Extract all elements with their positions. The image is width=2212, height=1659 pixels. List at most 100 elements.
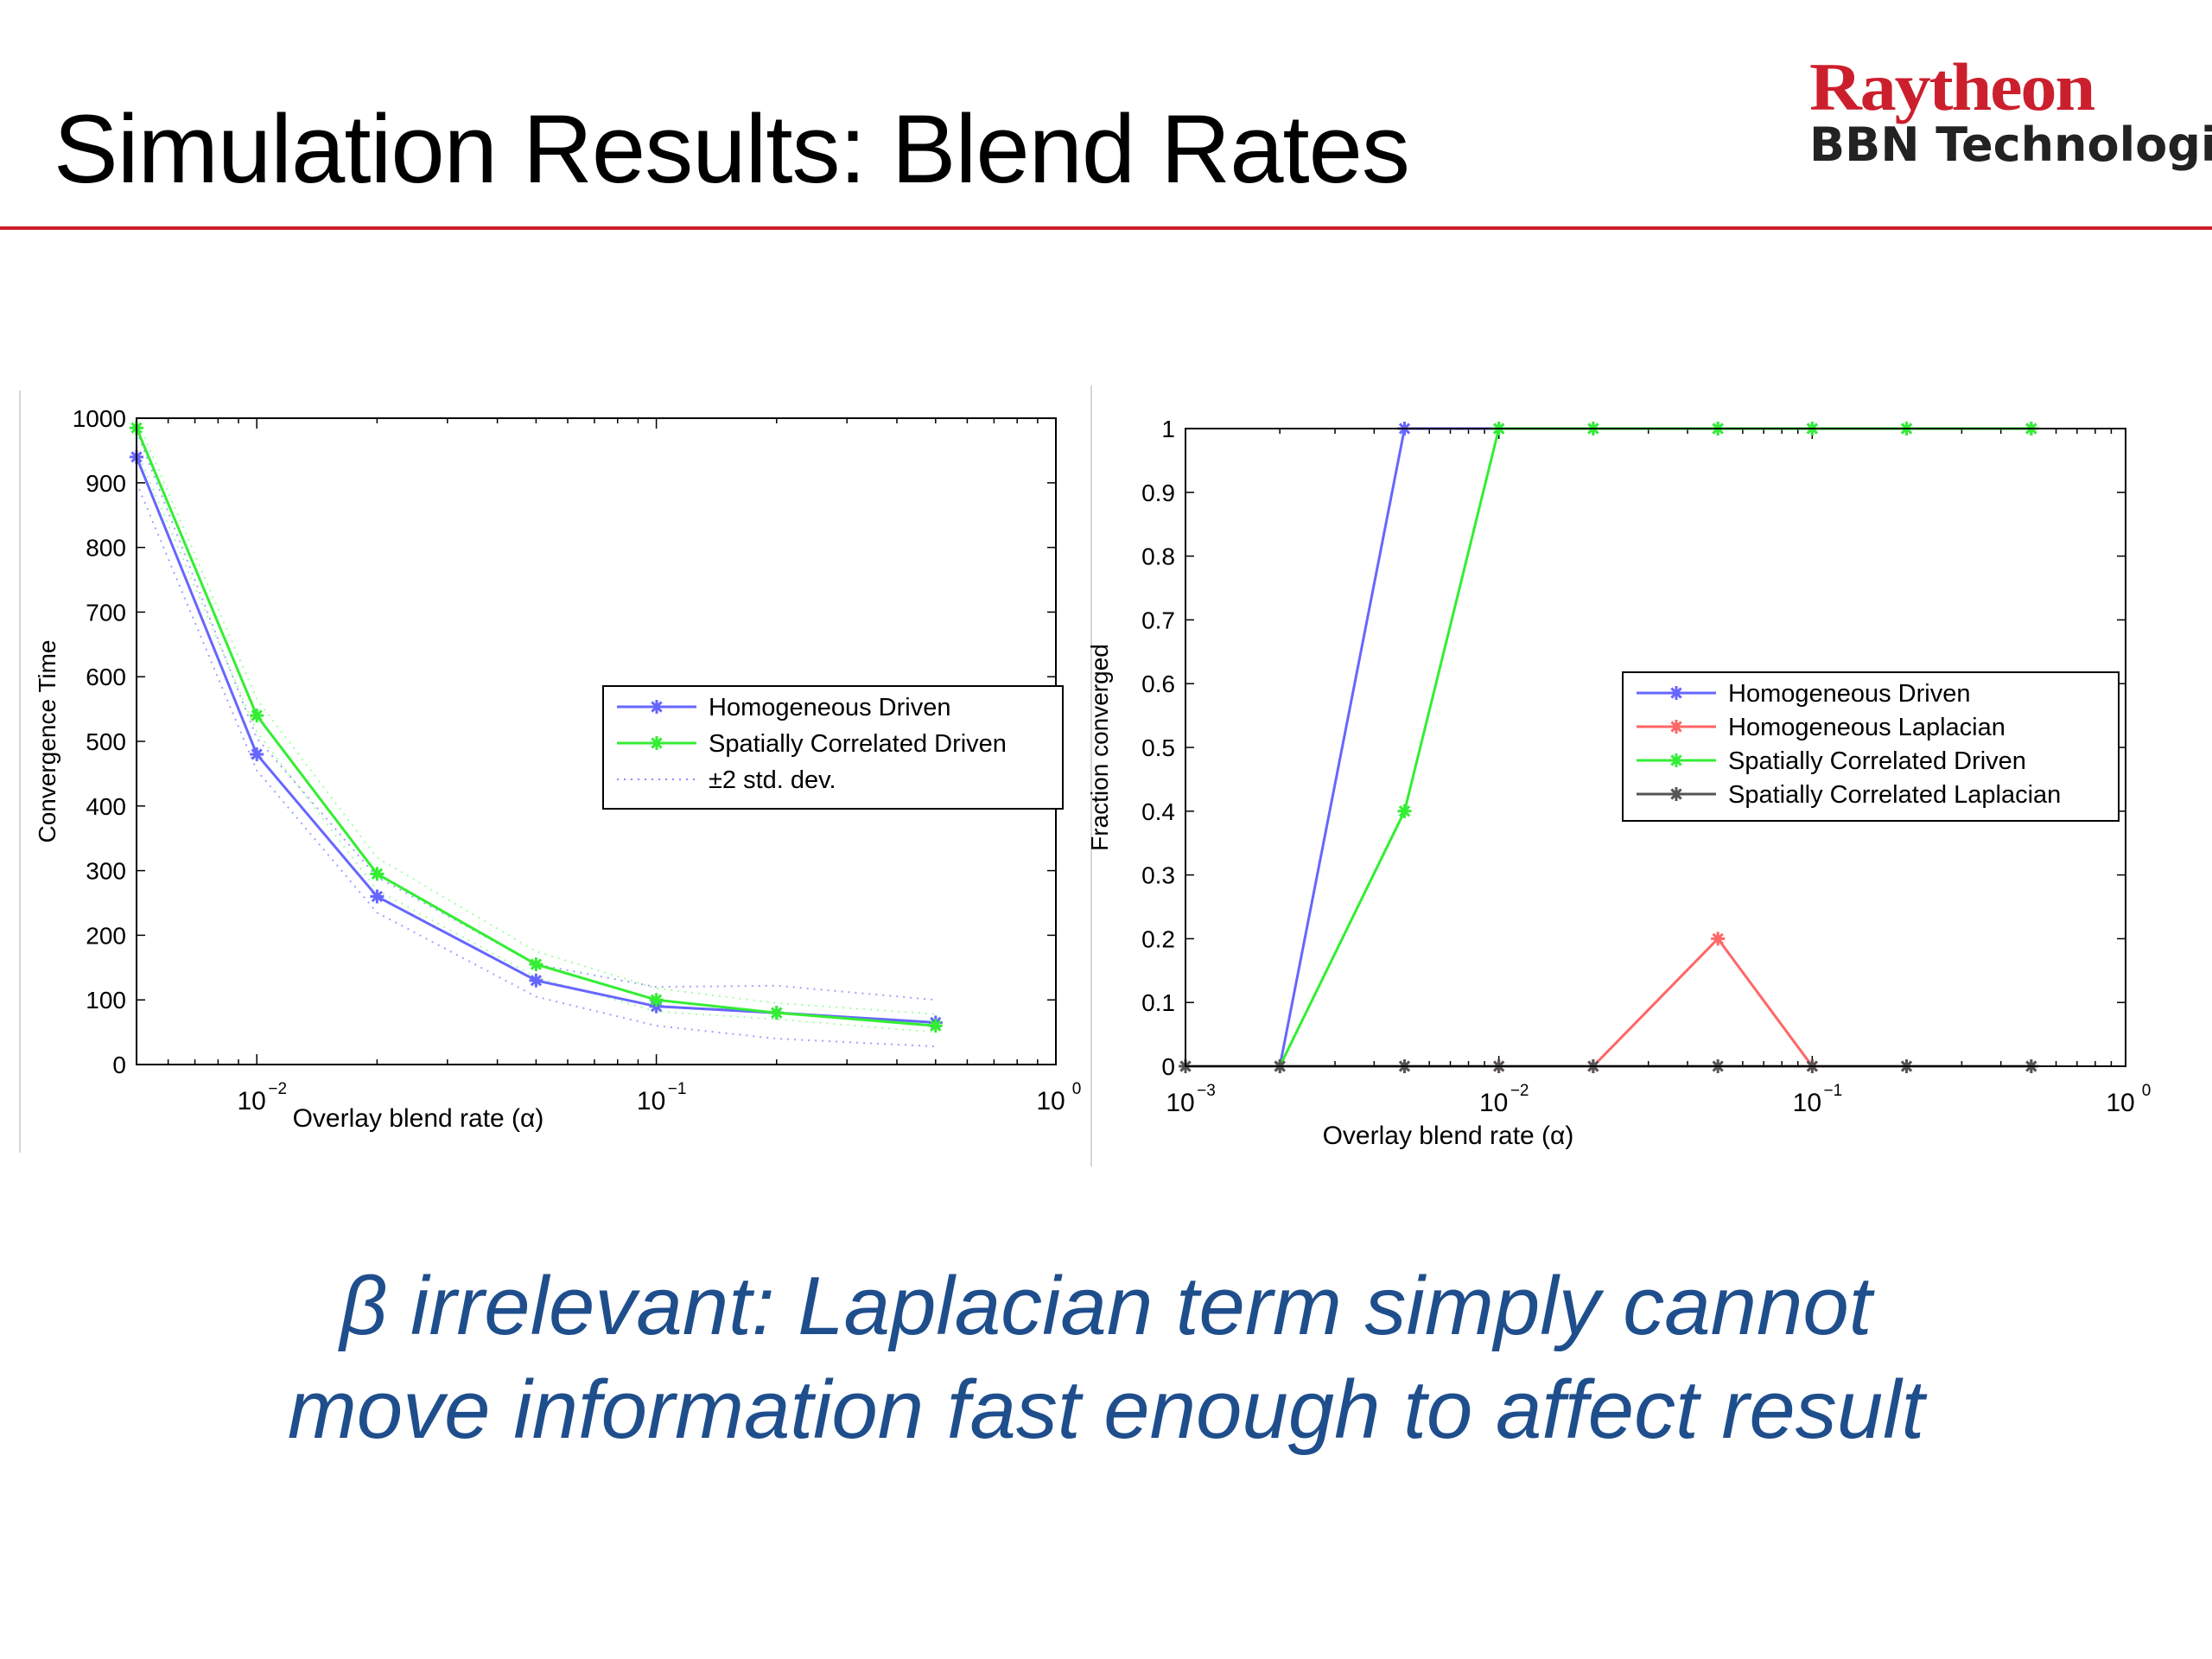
- std-dev-band: [136, 417, 936, 1015]
- data-point-homogeneous-driven-stroke: [251, 748, 263, 760]
- legend-marker: [1669, 753, 1683, 767]
- y-tick-label: 0.9: [1141, 480, 1175, 506]
- data-point-homogeneous-laplacian: [1711, 931, 1726, 946]
- y-tick-label: 900: [86, 470, 126, 497]
- data-point-homogeneous-driven: [529, 973, 543, 988]
- x-tick-label: 10: [238, 1087, 266, 1116]
- x-tick-label: 10: [1793, 1089, 1821, 1117]
- data-point-homogeneous-driven: [370, 889, 385, 904]
- legend-label-homogeneous-driven: Homogeneous Driven: [709, 694, 950, 721]
- legend-label-homogeneous-driven: Homogeneous Driven: [1728, 680, 1970, 708]
- data-point-homogeneous-driven-stroke: [530, 975, 543, 987]
- y-axis-label: Fraction converged: [1090, 644, 1113, 851]
- slide-title: Simulation Results: Blend Rates: [54, 95, 1410, 203]
- series-homogeneous-laplacian: [1179, 931, 2038, 1073]
- data-point-spatially-correlated-driven: [649, 993, 664, 1007]
- data-point-spatially-correlated-driven: [250, 709, 264, 723]
- legend-label-2-std-dev: ±2 std. dev.: [709, 766, 836, 794]
- x-axis-label: Overlay blend rate (α): [1323, 1122, 1574, 1150]
- data-point-homogeneous-driven: [250, 747, 264, 761]
- legend-marker: [650, 736, 664, 750]
- data-point-spatially-correlated-driven-stroke: [930, 1020, 942, 1032]
- y-tick-label: 500: [86, 728, 126, 755]
- y-tick-label: 0: [112, 1052, 126, 1078]
- y-tick-label: 0.4: [1141, 798, 1175, 825]
- data-point-spatially-correlated-driven-stroke: [251, 709, 263, 721]
- caption-line-2: move information fast enough to affect r…: [287, 1363, 1925, 1456]
- logo-raytheon-text: Raytheon: [1809, 49, 2095, 124]
- data-point-spatially-correlated-driven: [928, 1019, 943, 1033]
- legend-box: [1622, 671, 2120, 822]
- legend: Homogeneous Driven Homogeneous Laplacian S…: [1622, 671, 2120, 822]
- data-point-spatially-correlated-driven: [1397, 804, 1412, 818]
- y-tick-label: 0.8: [1141, 543, 1175, 570]
- y-tick-label: 0.5: [1141, 734, 1175, 761]
- y-tick-label: 300: [86, 858, 126, 885]
- x-tick-exponent: −3: [1197, 1082, 1216, 1100]
- legend-marker-stroke: [651, 737, 663, 749]
- figure-left-edge: [19, 391, 21, 1153]
- y-tick-label: 1: [1161, 416, 1175, 442]
- x-tick-label: 10: [2106, 1089, 2134, 1117]
- legend-marker-stroke: [1670, 721, 1682, 733]
- slide-caption: β irrelevant: Laplacian term simply cann…: [0, 1255, 2212, 1462]
- y-tick-label: 800: [86, 535, 126, 562]
- x-axis-label: Overlay blend rate (α): [293, 1104, 544, 1133]
- title-divider: [0, 226, 2212, 230]
- x-tick-exponent: −2: [268, 1080, 287, 1098]
- legend-label-spatially-correlated-laplacian: Spatially Correlated Laplacian: [1728, 781, 2061, 809]
- data-point-homogeneous-driven-stroke: [371, 890, 384, 903]
- x-tick-label: 10: [1036, 1087, 1065, 1116]
- legend: Homogeneous Driven Spatially Correlated D…: [602, 685, 1064, 810]
- data-point-spatially-correlated-driven: [769, 1006, 784, 1020]
- y-tick-label: 200: [86, 922, 126, 949]
- data-point-spatially-correlated-driven-stroke: [771, 1007, 783, 1019]
- y-tick-label: 1000: [73, 405, 126, 432]
- logo-bbn-text: BBN Technologies: [1809, 118, 2212, 172]
- x-tick-exponent: −1: [1823, 1082, 1842, 1100]
- x-tick-label: 10: [1166, 1089, 1194, 1117]
- y-tick-label: 0: [1161, 1053, 1175, 1080]
- legend-marker: [1669, 686, 1683, 700]
- raytheon-bbn-logo: Raytheon BBN Technologies: [1797, 48, 2212, 187]
- data-point-homogeneous-laplacian-stroke: [1712, 932, 1724, 945]
- legend-marker-stroke: [651, 701, 663, 713]
- x-tick-exponent: −2: [1510, 1082, 1529, 1100]
- y-tick-label: 0.6: [1141, 671, 1175, 697]
- data-point-spatially-correlated-driven: [370, 867, 385, 881]
- legend-marker: [1669, 720, 1683, 734]
- y-tick-label: 600: [86, 664, 126, 690]
- legend-marker-stroke: [1670, 788, 1682, 800]
- std-dev-band: [136, 482, 936, 1048]
- x-tick-exponent: 0: [1072, 1080, 1082, 1098]
- legend-label-spatially-correlated-driven: Spatially Correlated Driven: [709, 730, 1007, 758]
- legend-marker-stroke: [1670, 754, 1682, 766]
- x-tick-exponent: 0: [2142, 1082, 2152, 1100]
- data-point-spatially-correlated-driven-stroke: [1398, 805, 1411, 817]
- legend-label-homogeneous-laplacian: Homogeneous Laplacian: [1728, 714, 2005, 741]
- legend-marker-stroke: [1670, 687, 1682, 699]
- data-point-spatially-correlated-driven-stroke: [650, 994, 663, 1006]
- convergence-time-chart: 10 −2 10 −1 10 001002003004005006007008009001…: [34, 405, 1082, 1133]
- y-tick-label: 0.7: [1141, 607, 1175, 633]
- data-point-spatially-correlated-driven-stroke: [371, 868, 384, 880]
- data-point-spatially-correlated-driven-stroke: [530, 958, 543, 970]
- legend-marker: [650, 700, 664, 714]
- legend-marker: [1669, 787, 1683, 801]
- y-tick-label: 700: [86, 599, 126, 626]
- y-tick-label: 0.1: [1141, 989, 1175, 1016]
- y-tick-label: 100: [86, 987, 126, 1014]
- x-tick-exponent: −1: [668, 1080, 687, 1098]
- data-point-spatially-correlated-driven: [529, 957, 543, 972]
- figure-separator: [1090, 385, 1092, 1166]
- legend-label-spatially-correlated-driven: Spatially Correlated Driven: [1728, 747, 2026, 775]
- plot-frame: [1185, 428, 2126, 1067]
- y-tick-label: 0.2: [1141, 925, 1175, 952]
- fraction-converged-chart: 10 −3 10 −2 10 −1 10 000.10.20.30.40.50.60.70.8…: [1090, 416, 2152, 1150]
- caption-line-1: β irrelevant: Laplacian term simply cann…: [340, 1260, 1872, 1352]
- x-tick-label: 10: [1479, 1089, 1508, 1117]
- x-tick-label: 10: [637, 1087, 665, 1116]
- y-axis-label: Convergence Time: [34, 639, 60, 842]
- y-tick-label: 0.3: [1141, 862, 1175, 889]
- y-tick-label: 400: [86, 793, 126, 820]
